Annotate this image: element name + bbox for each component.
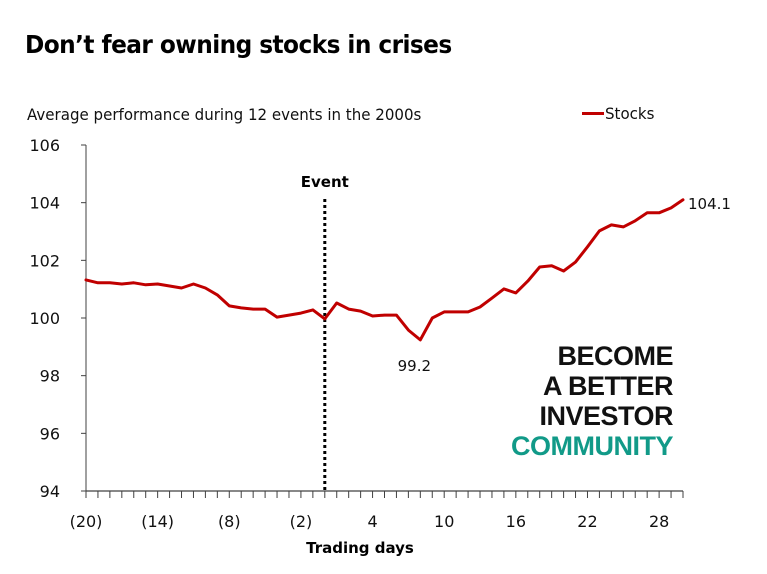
x-tick-label: 22 <box>577 512 597 531</box>
brand-line-2: A BETTER <box>543 371 673 401</box>
chart-subtitle: Average performance during 12 events in … <box>27 105 422 124</box>
x-tick-label: 16 <box>506 512 526 531</box>
y-tick-label: 106 <box>29 136 60 155</box>
x-tick-label: 28 <box>649 512 669 531</box>
brand-line-4: COMMUNITY <box>511 431 673 461</box>
data-label: 99.2 <box>398 357 431 375</box>
brand-watermark: BECOME A BETTER INVESTOR COMMUNITY <box>511 341 673 461</box>
brand-line-3: INVESTOR <box>539 401 673 431</box>
chart-title: Don’t fear owning stocks in crises <box>25 30 452 59</box>
y-tick-label: 102 <box>29 251 60 270</box>
y-tick-label: 100 <box>29 309 60 328</box>
legend-swatch-stocks <box>582 112 604 115</box>
x-tick-label: 10 <box>434 512 454 531</box>
y-tick-label: 94 <box>40 482 60 501</box>
legend: Stocks <box>582 104 658 123</box>
data-label: 104.1 <box>688 195 731 213</box>
brand-line-1: BECOME <box>557 341 673 371</box>
x-tick-label: (20) <box>70 512 103 531</box>
x-tick-label: (2) <box>290 512 313 531</box>
legend-label-stocks: Stocks <box>605 104 655 123</box>
series-line-stocks <box>84 198 685 342</box>
x-axis-title: Trading days <box>306 539 414 557</box>
y-tick-label: 98 <box>40 367 60 386</box>
x-tick-label: (8) <box>218 512 241 531</box>
event-marker-label: Event <box>301 173 349 191</box>
y-tick-label: 104 <box>29 194 60 213</box>
y-tick-label: 96 <box>40 424 60 443</box>
x-tick-label: (14) <box>141 512 174 531</box>
x-tick-label: 4 <box>367 512 377 531</box>
